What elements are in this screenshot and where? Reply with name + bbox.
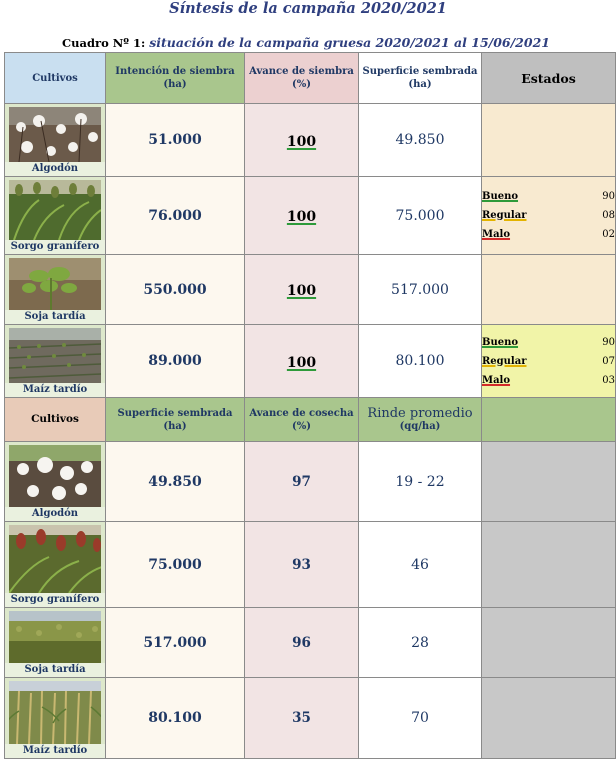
- sorghum-photo: [9, 525, 101, 593]
- empty-cell: [481, 607, 616, 678]
- crop-cell: Algodón: [4, 441, 106, 522]
- cosecha-value: 96: [244, 607, 359, 678]
- estados-cell: Bueno 90 Regular 07 Malo 03: [481, 324, 616, 398]
- crop-cell: Maíz tardío: [4, 324, 106, 398]
- avance-cell: 100: [244, 254, 359, 325]
- crop-cell: Soja tardía: [4, 254, 106, 325]
- empty-cell: [481, 677, 616, 759]
- empty-cell: [481, 521, 616, 608]
- cotton-photo: [9, 107, 101, 162]
- cosecha-value: 93: [244, 521, 359, 608]
- avance-value: 100: [286, 133, 317, 150]
- cosecha-value: 97: [244, 441, 359, 522]
- header-superficie-sembrada: Superficie sembrada (ha): [358, 52, 482, 104]
- intencion-value: 89.000: [105, 324, 245, 398]
- campaign-table: Cultivos Intención de siembra (ha) Avance…: [4, 52, 616, 759]
- estado-bueno: Bueno 90: [482, 336, 615, 348]
- superficie-value: 49.850: [105, 441, 245, 522]
- crop-name: Sorgo granífero: [5, 593, 105, 607]
- crop-cell: Algodón: [4, 103, 106, 177]
- rinde-value: 28: [358, 607, 482, 678]
- crop-cell: Soja tardía: [4, 607, 106, 678]
- superficie-value: 49.850: [358, 103, 482, 177]
- superficie-value: 517.000: [105, 607, 245, 678]
- crop-cell: Maíz tardío: [4, 677, 106, 759]
- avance-value: 100: [286, 209, 317, 225]
- estado-bueno: Bueno 90: [482, 191, 615, 202]
- header-cultivos: Cultivos: [4, 397, 106, 442]
- intencion-value: 550.000: [105, 254, 245, 325]
- crop-cell: Sorgo granífero: [4, 521, 106, 608]
- crop-name: Algodón: [5, 507, 105, 521]
- crop-name: Algodón: [5, 162, 105, 176]
- header-rinde-promedio: Rinde promedio (qq/ha): [358, 397, 482, 442]
- page-title: Síntesis de la campaña 2020/2021: [169, 0, 447, 17]
- avance-value: 100: [286, 283, 317, 299]
- superficie-value: 75.000: [105, 521, 245, 608]
- table-row: Maíz tardío 89.000 100 80.100 Bueno 90 Re…: [4, 324, 616, 398]
- crop-name: Soja tardía: [5, 663, 105, 677]
- estados-cell: [481, 103, 616, 177]
- header-intencion-siembra: Intención de siembra (ha): [105, 52, 245, 104]
- header-avance-cosecha: Avance de cosecha (%): [244, 397, 359, 442]
- header-cultivos: Cultivos: [4, 52, 106, 104]
- crop-name: Sorgo granífero: [5, 240, 105, 254]
- superficie-value: 80.100: [105, 677, 245, 759]
- table-row: Soja tardía 517.000 96 28: [4, 607, 616, 678]
- crop-name: Maíz tardío: [5, 744, 105, 758]
- rinde-value: 46: [358, 521, 482, 608]
- soybean-photo: [9, 258, 101, 310]
- intencion-value: 51.000: [105, 103, 245, 177]
- avance-cell: 100: [244, 324, 359, 398]
- table-row: Sorgo granífero 75.000 93 46: [4, 521, 616, 608]
- table-row: Sorgo granífero 76.000 100 75.000 Bueno 9…: [4, 176, 616, 255]
- table-caption: Cuadro Nº 1: situación de la campaña gru…: [62, 35, 602, 50]
- avance-cell: 100: [244, 103, 359, 177]
- table-row: Soja tardía 550.000 100 517.000: [4, 254, 616, 325]
- cotton-photo: [9, 445, 101, 507]
- section2-header-row: Cultivos Superficie sembrada (ha) Avance …: [4, 397, 616, 442]
- rinde-value: 19 - 22: [358, 441, 482, 522]
- caption-label: Cuadro Nº 1:: [62, 36, 146, 50]
- estado-regular: Regular 08: [482, 210, 615, 221]
- empty-cell: [481, 441, 616, 522]
- intencion-value: 76.000: [105, 176, 245, 255]
- maize-photo: [9, 681, 101, 744]
- table-row: Algodón 49.850 97 19 - 22: [4, 441, 616, 522]
- estado-malo: Malo 03: [482, 374, 615, 386]
- rinde-value: 70: [358, 677, 482, 759]
- avance-cell: 100: [244, 176, 359, 255]
- avance-value: 100: [286, 354, 317, 371]
- caption-text: situación de la campaña gruesa 2020/2021…: [149, 35, 550, 50]
- estado-regular: Regular 07: [482, 355, 615, 367]
- table-row: Algodón 51.000 100 49.850: [4, 103, 616, 177]
- maize-photo: [9, 328, 101, 383]
- estados-cell: Bueno 90 Regular 08 Malo 02: [481, 176, 616, 255]
- header-estados: Estados: [481, 52, 616, 104]
- crop-name: Soja tardía: [5, 310, 105, 324]
- cosecha-value: 35: [244, 677, 359, 759]
- crop-cell: Sorgo granífero: [4, 176, 106, 255]
- table-row: Maíz tardío 80.100 35 70: [4, 677, 616, 759]
- superficie-value: 75.000: [358, 176, 482, 255]
- estados-cell: [481, 254, 616, 325]
- header-avance-siembra: Avance de siembra (%): [244, 52, 359, 104]
- header-empty: [481, 397, 616, 442]
- superficie-value: 517.000: [358, 254, 482, 325]
- section1-header-row: Cultivos Intención de siembra (ha) Avance…: [4, 52, 616, 104]
- soybean-photo: [9, 611, 101, 663]
- crop-name: Maíz tardío: [5, 383, 105, 397]
- sorghum-photo: [9, 180, 101, 240]
- header-superficie-sembrada: Superficie sembrada (ha): [105, 397, 245, 442]
- estado-malo: Malo 02: [482, 229, 615, 240]
- superficie-value: 80.100: [358, 324, 482, 398]
